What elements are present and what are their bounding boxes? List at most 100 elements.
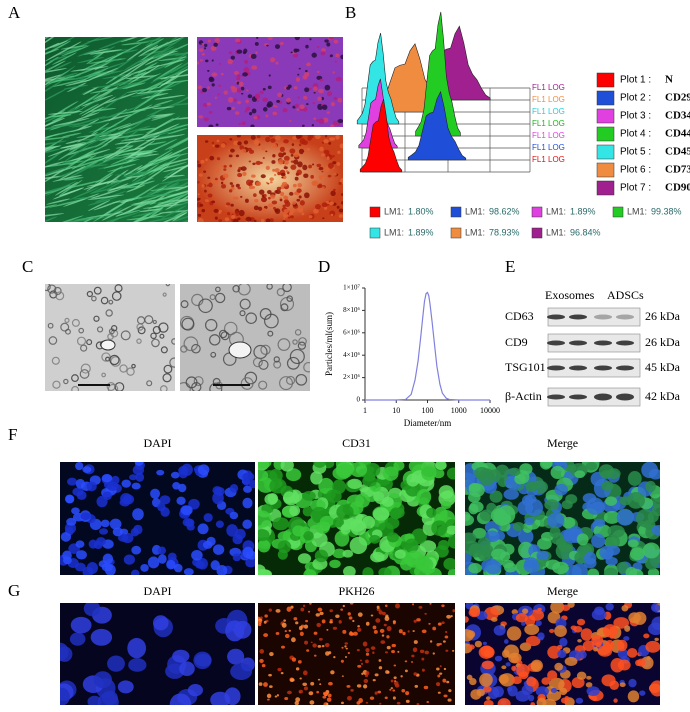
vesicle <box>86 290 93 298</box>
cell <box>524 557 539 569</box>
stat-label: LM1: <box>384 227 404 237</box>
cell <box>86 481 97 492</box>
cell <box>261 198 266 202</box>
cell <box>326 157 330 161</box>
cell <box>365 659 369 664</box>
vesicle <box>280 303 289 312</box>
vesicle <box>240 377 254 390</box>
cell <box>172 209 188 219</box>
cell <box>266 103 272 108</box>
cell <box>330 101 336 107</box>
cell <box>302 164 308 171</box>
cell <box>87 133 112 146</box>
cell <box>225 620 245 642</box>
cell <box>537 632 545 640</box>
cell <box>302 152 306 155</box>
cell <box>342 629 347 634</box>
cell <box>268 196 271 200</box>
cell <box>200 159 205 164</box>
cell <box>293 159 299 165</box>
cell <box>153 47 177 58</box>
cell <box>329 620 333 624</box>
cell <box>82 466 92 473</box>
cell <box>266 693 272 699</box>
cell <box>313 91 316 94</box>
vesicle <box>181 317 195 331</box>
cell <box>45 41 82 62</box>
cell <box>127 637 147 659</box>
cell <box>218 84 222 88</box>
cell <box>210 560 220 571</box>
cell <box>264 614 268 618</box>
cell <box>258 462 272 469</box>
cell <box>206 102 211 106</box>
cell <box>124 56 155 77</box>
cell <box>136 88 173 94</box>
cell <box>283 619 286 622</box>
vesicle <box>91 295 97 302</box>
cell <box>304 87 310 93</box>
cell <box>344 642 348 645</box>
cell <box>169 693 192 705</box>
cell <box>380 640 386 644</box>
cell <box>80 55 116 71</box>
cell <box>269 218 274 222</box>
vesicle <box>259 308 272 320</box>
cell <box>298 691 301 694</box>
cell <box>376 605 380 609</box>
cell <box>66 517 77 526</box>
cell <box>130 569 140 575</box>
cell <box>432 652 435 655</box>
stat-swatch <box>531 227 543 239</box>
vesicle <box>193 376 204 387</box>
cell <box>283 491 296 504</box>
stat-label: LM1: <box>465 206 485 216</box>
cell <box>138 148 174 170</box>
cell <box>197 213 202 217</box>
stat-swatch <box>531 206 543 218</box>
cell <box>344 656 348 658</box>
cell <box>525 498 544 517</box>
cell <box>238 81 244 87</box>
cell <box>181 463 193 476</box>
cell <box>363 678 369 684</box>
cell <box>469 678 477 686</box>
channel-label: CD31 <box>342 436 371 450</box>
cell <box>293 152 300 158</box>
cell <box>468 644 475 650</box>
cell <box>503 488 519 500</box>
cell <box>318 637 323 641</box>
image-content <box>465 462 660 575</box>
cell <box>228 51 233 55</box>
cell <box>292 53 299 58</box>
cell <box>332 71 335 74</box>
cell <box>92 83 130 88</box>
cell <box>321 644 325 648</box>
cell <box>421 629 427 634</box>
cell <box>202 87 208 93</box>
cell <box>586 497 604 515</box>
vesicle <box>198 298 213 314</box>
cell <box>421 657 425 661</box>
cell <box>313 86 318 91</box>
cell <box>103 158 140 169</box>
cell <box>445 630 448 634</box>
cell <box>405 550 424 568</box>
cell <box>645 480 656 493</box>
cell <box>482 641 487 646</box>
cell <box>468 503 479 515</box>
cell <box>340 659 344 663</box>
cell <box>242 472 255 482</box>
cell <box>231 86 238 93</box>
cell <box>446 614 452 619</box>
cell <box>232 196 236 200</box>
cell <box>340 523 351 535</box>
cell <box>404 538 419 554</box>
cell <box>281 622 287 628</box>
cell <box>365 701 369 704</box>
cell <box>168 133 188 150</box>
cell <box>90 628 113 646</box>
cell <box>201 42 205 45</box>
cell <box>585 682 593 688</box>
cell <box>244 198 249 203</box>
